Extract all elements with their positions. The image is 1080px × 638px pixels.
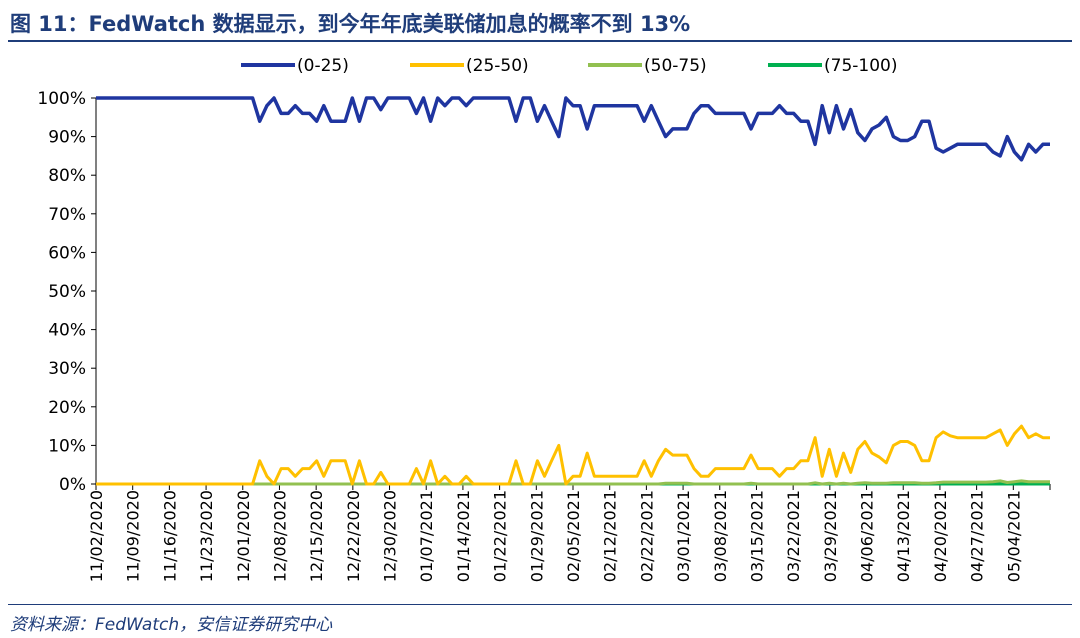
x-tick-label: 02/05/2021 [564, 490, 583, 582]
x-tick-label: 04/27/2021 [968, 490, 987, 582]
x-tick-label: 03/29/2021 [821, 490, 840, 582]
x-tick-label: 01/29/2021 [527, 490, 546, 582]
figure-title: 图 11：FedWatch 数据显示，到今年年底美联储加息的概率不到 13% [10, 12, 691, 36]
series-line-1 [96, 96, 1050, 162]
legend-label: (0-25) [297, 56, 349, 76]
legend-label: (25-50) [466, 56, 529, 76]
x-tick-label: 11/09/2020 [124, 490, 143, 582]
y-tick-label: 50% [48, 282, 86, 302]
x-axis: 11/02/2020 11/09/2020 11/16/2020 11/23/2020… [87, 483, 1051, 582]
x-tick-label: 12/08/2020 [270, 490, 289, 582]
y-tick-label: 60% [48, 243, 86, 263]
line-chart: (0-25) (25-50) (50-75) (75-100) 0% 10% 20% 30%… [37, 56, 1051, 582]
series-line-3 [96, 479, 1050, 486]
y-tick-label: 40% [48, 321, 86, 341]
source-bar: 资料来源：FedWatch，安信证券研究中心 [8, 604, 1072, 635]
y-tick-label: 30% [48, 359, 86, 379]
title-bar: 图 11：FedWatch 数据显示，到今年年底美联储加息的概率不到 13% [8, 6, 1072, 42]
x-tick-label: 01/07/2021 [417, 490, 436, 582]
x-tick-label: 05/04/2021 [1004, 490, 1023, 582]
x-tick-label: 03/08/2021 [711, 490, 730, 582]
x-tick-label: 04/13/2021 [894, 490, 913, 582]
x-tick-label: 03/01/2021 [674, 490, 693, 582]
x-tick-label: 02/12/2021 [601, 490, 620, 582]
x-tick-label: 01/14/2021 [454, 490, 473, 582]
y-tick-label: 70% [48, 205, 86, 225]
legend-label: (75-100) [824, 56, 897, 76]
x-tick-label: 12/15/2020 [307, 490, 326, 582]
x-tick-label: 11/23/2020 [197, 490, 216, 582]
y-tick-label: 100% [37, 89, 86, 109]
y-tick-label: 20% [48, 398, 86, 418]
y-axis: 0% 10% 20% 30% 40% 50% 60% 70% 80% 90% 100% [37, 89, 97, 495]
x-tick-label: 11/16/2020 [160, 490, 179, 582]
x-tick-label: 04/06/2021 [858, 490, 877, 582]
x-tick-label: 03/15/2021 [747, 490, 766, 582]
y-tick-label: 80% [48, 166, 86, 186]
x-tick-label: 04/20/2021 [931, 490, 950, 582]
x-tick-label: 12/01/2020 [234, 490, 253, 582]
x-tick-label: 12/22/2020 [344, 490, 363, 582]
x-tick-label: 12/30/2020 [381, 490, 400, 582]
x-tick-label: 03/22/2021 [784, 490, 803, 582]
legend-label: (50-75) [644, 56, 707, 76]
y-tick-label: 90% [48, 128, 86, 148]
y-tick-label: 10% [48, 436, 86, 456]
x-tick-label: 11/02/2020 [87, 490, 106, 582]
y-tick-label: 0% [59, 475, 86, 495]
source-note: 资料来源：FedWatch，安信证券研究中心 [10, 615, 333, 635]
x-tick-label: 01/22/2021 [491, 490, 510, 582]
x-tick-label: 02/22/2021 [637, 490, 656, 582]
series-line-2 [96, 424, 1050, 486]
chart-legend: (0-25) (25-50) (50-75) (75-100) [241, 56, 897, 76]
plot-area [96, 96, 1050, 486]
